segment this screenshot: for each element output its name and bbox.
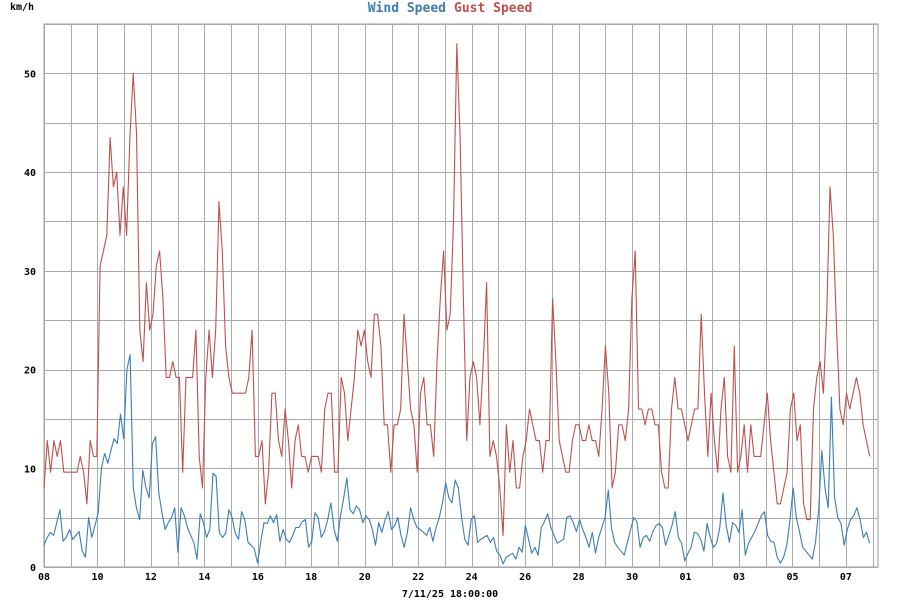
x-tick-label: 12	[145, 572, 157, 583]
y-tick-label: 40	[24, 168, 36, 179]
x-tick-label: 22	[412, 572, 424, 583]
y-tick-label: 10	[24, 464, 36, 475]
x-tick-label: 10	[91, 572, 103, 583]
y-axis-unit-label: km/h	[10, 2, 34, 13]
y-tick-label: 0	[30, 563, 36, 574]
series-line-wind-speed	[43, 354, 871, 565]
x-tick-label: 07	[840, 572, 852, 583]
grid	[43, 23, 879, 568]
y-tick-label: 30	[24, 267, 36, 278]
y-axis-ticks: 0 10 20 30 40 50	[24, 69, 36, 574]
x-tick-label: 24	[466, 572, 478, 583]
x-tick-label: 14	[198, 572, 210, 583]
x-tick-label: 18	[305, 572, 317, 583]
title-wind-speed: Wind Speed	[368, 1, 446, 16]
series-layer	[43, 43, 871, 565]
chart-title: Wind Speed Gust Speed	[368, 1, 533, 16]
series-line-gust-speed	[43, 43, 871, 536]
y-tick-label: 50	[24, 69, 36, 80]
y-tick-label: 20	[24, 366, 36, 377]
x-tick-label: 08	[38, 572, 50, 583]
x-tick-label: 26	[519, 572, 531, 583]
x-tick-label: 01	[680, 572, 692, 583]
x-tick-label: 28	[573, 572, 585, 583]
x-tick-label: 30	[626, 572, 638, 583]
x-axis-ticks: 08 10 12 14 16 18 20 22 24 26 28 30 01 03 05 07	[38, 572, 852, 583]
x-tick-label: 03	[733, 572, 745, 583]
x-tick-label: 16	[252, 572, 264, 583]
plot-frame	[43, 23, 879, 568]
title-gust-speed: Gust Speed	[454, 1, 532, 16]
x-axis-timestamp-label: 7/11/25 18:00:00	[402, 589, 498, 600]
x-tick-label: 05	[786, 572, 798, 583]
x-tick-label: 20	[359, 572, 371, 583]
